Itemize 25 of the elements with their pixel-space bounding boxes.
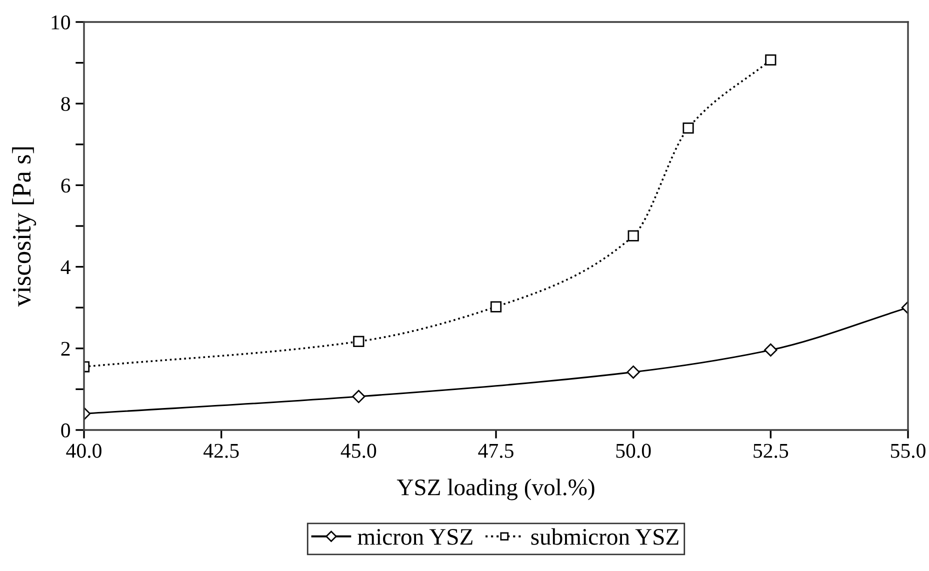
point	[626, 365, 640, 379]
legend-label: micron YSZ	[358, 529, 472, 545]
x-tick-label: 50.0	[616, 444, 651, 458]
y-tick-label: 10	[52, 15, 70, 30]
y-tick-label: 2	[61, 342, 70, 356]
y-tick-label: 4	[60, 260, 70, 274]
point	[352, 390, 366, 404]
point	[628, 230, 639, 242]
point	[353, 336, 364, 348]
y-tick-label: 6	[61, 178, 70, 193]
x-axis-title: YSZ loading (vol.%)	[396, 478, 594, 500]
x-tick-label: 47.5	[478, 444, 514, 458]
y-tick-label: 8	[61, 96, 70, 112]
point	[682, 122, 694, 134]
point	[764, 343, 778, 357]
point	[765, 54, 776, 66]
legend-label: submicron YSZ	[531, 528, 678, 545]
x-tick-label: 42.5	[204, 444, 239, 458]
y-tick-label: 0	[61, 423, 70, 438]
x-tick-label: 40.0	[66, 444, 102, 458]
y-axis-title: viscosity [Pa s]	[12, 147, 36, 307]
x-tick-label: 55.0	[890, 444, 926, 458]
point	[490, 301, 502, 312]
x-tick-label: 52.5	[754, 444, 788, 458]
x-tick-label: 45.0	[340, 444, 376, 458]
